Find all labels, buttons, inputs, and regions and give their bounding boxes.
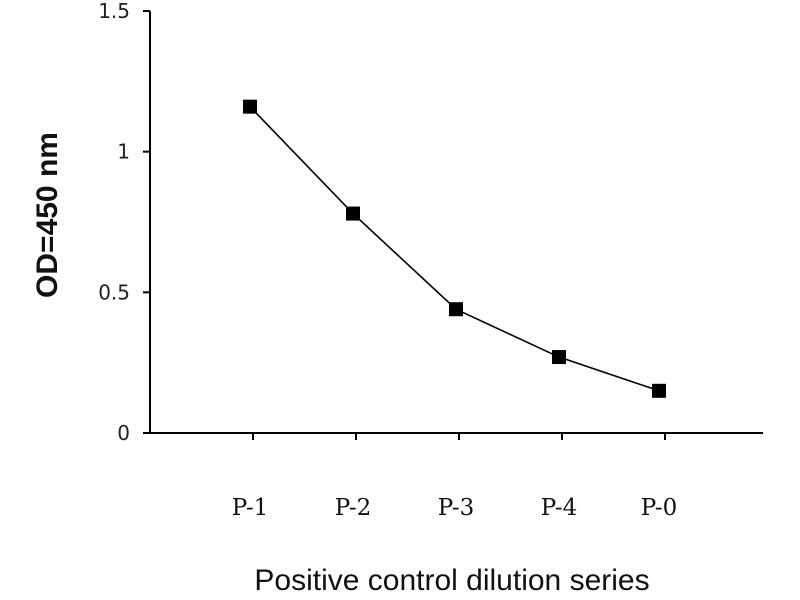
data-point-marker: [243, 99, 257, 114]
x-category-label: P-0: [641, 495, 678, 521]
y-axis-title: OD=450 nm: [31, 132, 64, 298]
data-point-marker: [346, 206, 360, 221]
series-line: [249, 106, 660, 392]
data-point-marker: [449, 302, 463, 317]
y-tick-label: 0: [117, 421, 130, 445]
x-axis-title: Positive control dilution series: [254, 564, 649, 597]
series-layer: [243, 99, 666, 398]
y-tick-label: 1: [117, 140, 130, 164]
y-tick-label: 0.5: [98, 280, 130, 304]
y-ticks: 0 0.5 1 1.5: [98, 0, 150, 445]
x-category-label: P-3: [438, 495, 475, 521]
x-category-label: P-1: [232, 495, 269, 521]
data-point-marker: [552, 350, 566, 365]
plot-area: 0 0.5 1 1.5 P-1 P-2 P-3 P-4 P-0: [98, 0, 763, 521]
x-category-label: P-2: [335, 495, 372, 521]
x-ticks: P-1 P-2 P-3 P-4 P-0: [232, 433, 678, 521]
x-category-label: P-4: [541, 495, 578, 521]
y-tick-label: 1.5: [98, 0, 130, 23]
data-point-marker: [652, 383, 666, 398]
